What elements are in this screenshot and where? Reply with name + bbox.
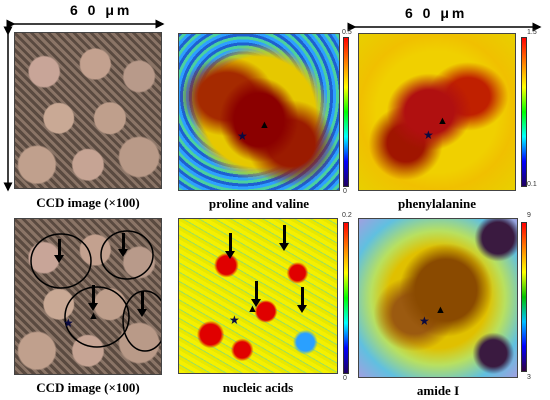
down-arrow-icon (118, 233, 128, 257)
down-arrow-icon (297, 287, 307, 313)
star-icon: ★ (63, 316, 74, 330)
ccd-image-bottom: ★ ▲ (14, 218, 162, 375)
colorbar-amide-i (521, 222, 527, 372)
caption-amide-i: amide I (416, 383, 460, 398)
triangle-icon: ▲ (435, 304, 446, 316)
scale-label-right: 6 0 μm (405, 5, 468, 21)
colorbar-max-nucleic-acids: 0.2 (342, 212, 352, 219)
triangle-icon: ▲ (437, 115, 448, 127)
colorbar-min-proline-valine: 0 (343, 188, 347, 195)
triangle-icon: ▲ (88, 310, 99, 322)
scale-label-left: 6 0 μm (70, 2, 133, 18)
down-arrow-icon (137, 291, 147, 317)
map-proline-valine: ★ ▲ (178, 33, 340, 191)
down-arrow-icon (88, 285, 98, 311)
map-nucleic-acids: ★ ▲ (178, 218, 338, 374)
caption-nucleic-acids: nucleic acids (222, 380, 294, 395)
caption-phenylalanine: phenylalanine (397, 196, 477, 211)
down-arrow-icon (54, 239, 64, 263)
triangle-icon: ▲ (247, 303, 258, 315)
caption-ccd-bottom: CCD image (×100) (36, 380, 140, 395)
down-arrow-icon (225, 233, 235, 259)
ccd-image-top (14, 32, 162, 189)
star-icon: ★ (423, 128, 434, 142)
colorbar-max-proline-valine: 0.5 (342, 29, 352, 36)
map-amide-i: ★ ▲ (358, 218, 518, 378)
cell-outlines (30, 230, 161, 352)
caption-proline-valine: proline and valine (208, 196, 310, 211)
down-arrow-icon (279, 225, 289, 251)
colorbar-min-amide-i: 3 (527, 374, 531, 381)
star-icon: ★ (237, 129, 248, 143)
colorbar-proline-valine (343, 37, 349, 187)
map-phenylalanine: ★ ▲ (358, 33, 516, 191)
star-icon: ★ (229, 313, 240, 327)
colorbar-min-phenylalanine: 0.1 (527, 181, 537, 188)
scale-arrows (3, 19, 542, 192)
down-arrow-icon (251, 281, 261, 307)
caption-ccd-top: CCD image (×100) (36, 195, 140, 210)
star-icon: ★ (419, 314, 430, 328)
colorbar-phenylalanine (521, 37, 527, 187)
colorbar-nucleic-acids (343, 222, 349, 374)
colorbar-max-phenylalanine: 1.5 (527, 29, 537, 36)
colorbar-min-nucleic-acids: 0 (343, 375, 347, 382)
colorbar-max-amide-i: 9 (527, 212, 531, 219)
triangle-icon: ▲ (259, 119, 270, 131)
